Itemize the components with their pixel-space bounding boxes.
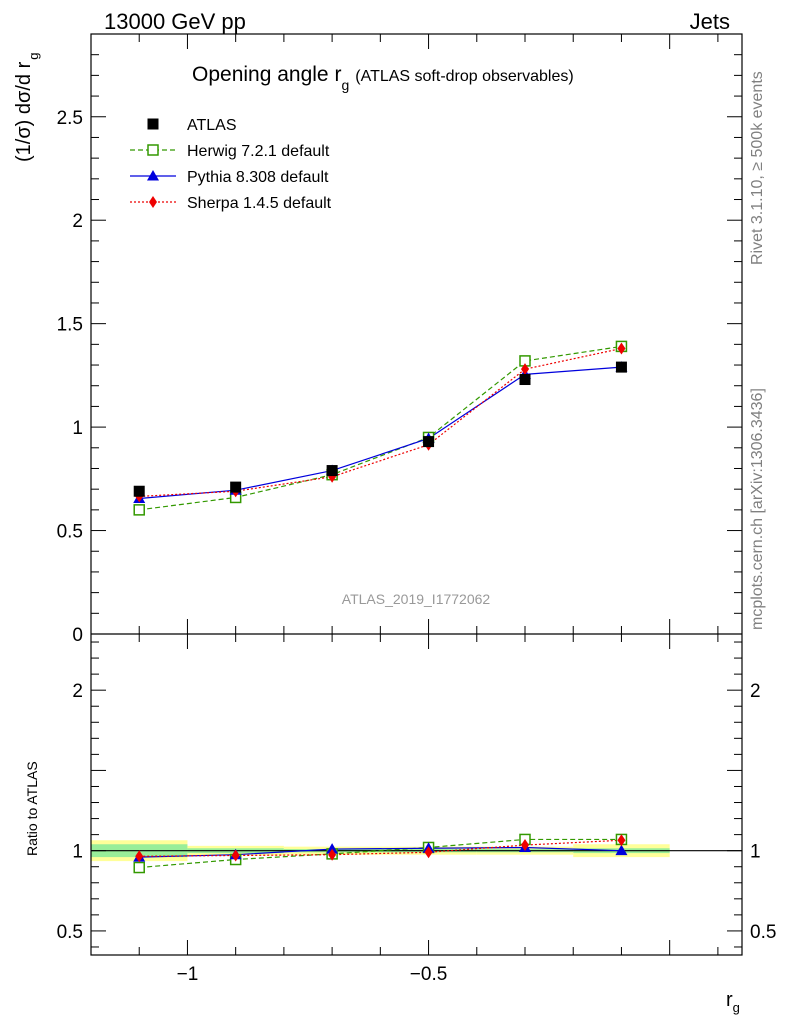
main-atlas-point: ATLAS: 0.93: [423, 436, 435, 448]
main-y-tick-label: 2.5: [57, 108, 83, 129]
x-tick-label: −0.5: [410, 964, 448, 985]
ratio-sherpa-point: Sherpa: 1.065: [617, 834, 626, 847]
title-extra: (ATLAS soft-drop observables): [355, 68, 573, 85]
ratio-y-tick-label: 2: [72, 681, 83, 702]
main-y-tick-label: 2: [72, 211, 83, 232]
main-y-tick-label: 0: [72, 625, 83, 646]
plot-title: Opening angle rg (ATLAS soft-drop observa…: [192, 63, 574, 93]
main-panel-content: Herwig: 0.6Herwig: 0.66Herwig: 0.77Herwi…: [133, 340, 628, 516]
analysis-watermark: ATLAS_2019_I1772062: [342, 591, 491, 607]
rivet-version-label: Rivet 3.1.10, ≥ 500k events: [749, 71, 766, 265]
ratio-sherpa-point: Sherpa: 1.035: [521, 839, 529, 852]
legend-marker: [147, 170, 159, 181]
main-y-tick-label: 1: [72, 418, 83, 439]
plot-frame: [90, 33, 743, 956]
ratio-y-tick-label-right: 2: [750, 681, 761, 702]
axes: 0 0.5 1 1.5 2 2.5 0.5 0.5 1 1 2 2 −1 −0.5: [57, 33, 776, 985]
main-y-axis-label: (1/σ) dσ/d rg: [13, 53, 41, 163]
ratio-y-tick-label: 1: [72, 842, 83, 863]
ratio-herwig-point: Herwig: 0.895: [133, 861, 145, 874]
ratio-y-tick-label: 0.5: [57, 922, 83, 943]
ratio-sherpa-line: [139, 839, 622, 857]
main-ylabel-sub: g: [26, 53, 41, 60]
main-atlas-point: ATLAS: 1.29: [615, 361, 627, 373]
main-atlas-point: ATLAS: 0.79: [326, 465, 338, 477]
ratio-sherpa-point: Sherpa: 0.975: [328, 848, 337, 861]
ratio-sherpa-point: Sherpa: 0.965: [135, 850, 144, 863]
main-herwig-point: Herwig: 0.6: [133, 504, 145, 516]
ratio-panel-content: Herwig: 0.895Herwig: 0.945Herwig: 0.98He…: [133, 833, 628, 874]
header-energy: 13000 GeV pp: [104, 9, 246, 34]
legend-item-pythia: Pythia 8.308 default: [130, 169, 329, 186]
ratio-y-tick-label-right: 0.5: [750, 922, 776, 943]
title-subscript: g: [341, 77, 349, 93]
xlabel-sub: g: [733, 1000, 740, 1015]
legend-marker: [149, 196, 157, 208]
legend: ATLAS Herwig 7.2.1 default Pythia 8.308 de…: [130, 117, 332, 212]
legend-label: Sherpa 1.4.5 default: [187, 195, 332, 212]
title-main: Opening angle r: [192, 63, 341, 86]
legend-label: Pythia 8.308 default: [187, 169, 329, 186]
main-sherpa-point: Sherpa: 1.28: [521, 363, 529, 376]
ratio-herwig-line: [139, 838, 622, 869]
main-y-tick-label: 0.5: [57, 522, 83, 543]
header-process: Jets: [690, 9, 730, 34]
x-tick-label: −1: [177, 964, 199, 985]
legend-item-sherpa: Sherpa 1.4.5 default: [130, 195, 332, 212]
legend-item-herwig: Herwig 7.2.1 default: [130, 143, 330, 160]
main-atlas-point: ATLAS: 0.69: [133, 485, 145, 497]
ratio-sherpa-point: Sherpa: 0.97: [231, 849, 240, 862]
x-axis-label: rg: [726, 989, 740, 1015]
mcplots-label: mcplots.cern.ch [arXiv:1306.3436]: [749, 388, 766, 630]
ratio-sherpa-point: Sherpa: 0.99: [424, 846, 433, 859]
legend-label: Herwig 7.2.1 default: [187, 143, 330, 160]
legend-marker: [147, 118, 159, 130]
main-sherpa-line: [139, 347, 622, 498]
main-y-tick-label: 1.5: [57, 315, 83, 336]
main-atlas-point: ATLAS: 1.23: [519, 374, 531, 386]
ratio-y-tick-label-right: 1: [750, 842, 761, 863]
main-herwig-line: [139, 345, 622, 511]
ratio-pythia-point: Pythia: 1.01: [326, 843, 339, 854]
main-ylabel-text: (1/σ) dσ/d r: [13, 61, 35, 162]
ratio-pythia-point: Pythia: 1: [615, 844, 628, 856]
main-atlas-point: ATLAS: 0.71: [230, 481, 242, 493]
legend-item-atlas: ATLAS: [147, 117, 237, 134]
legend-marker: [147, 144, 159, 156]
main-sherpa-point: Sherpa: 1.38: [617, 342, 626, 355]
main-pythia-line: [139, 366, 622, 500]
ratio-uncertainty-bands: [91, 840, 742, 862]
ratio-y-axis-label: Ratio to ATLAS: [24, 761, 40, 856]
legend-label: ATLAS: [187, 117, 237, 134]
xlabel-text: r: [726, 989, 733, 1011]
